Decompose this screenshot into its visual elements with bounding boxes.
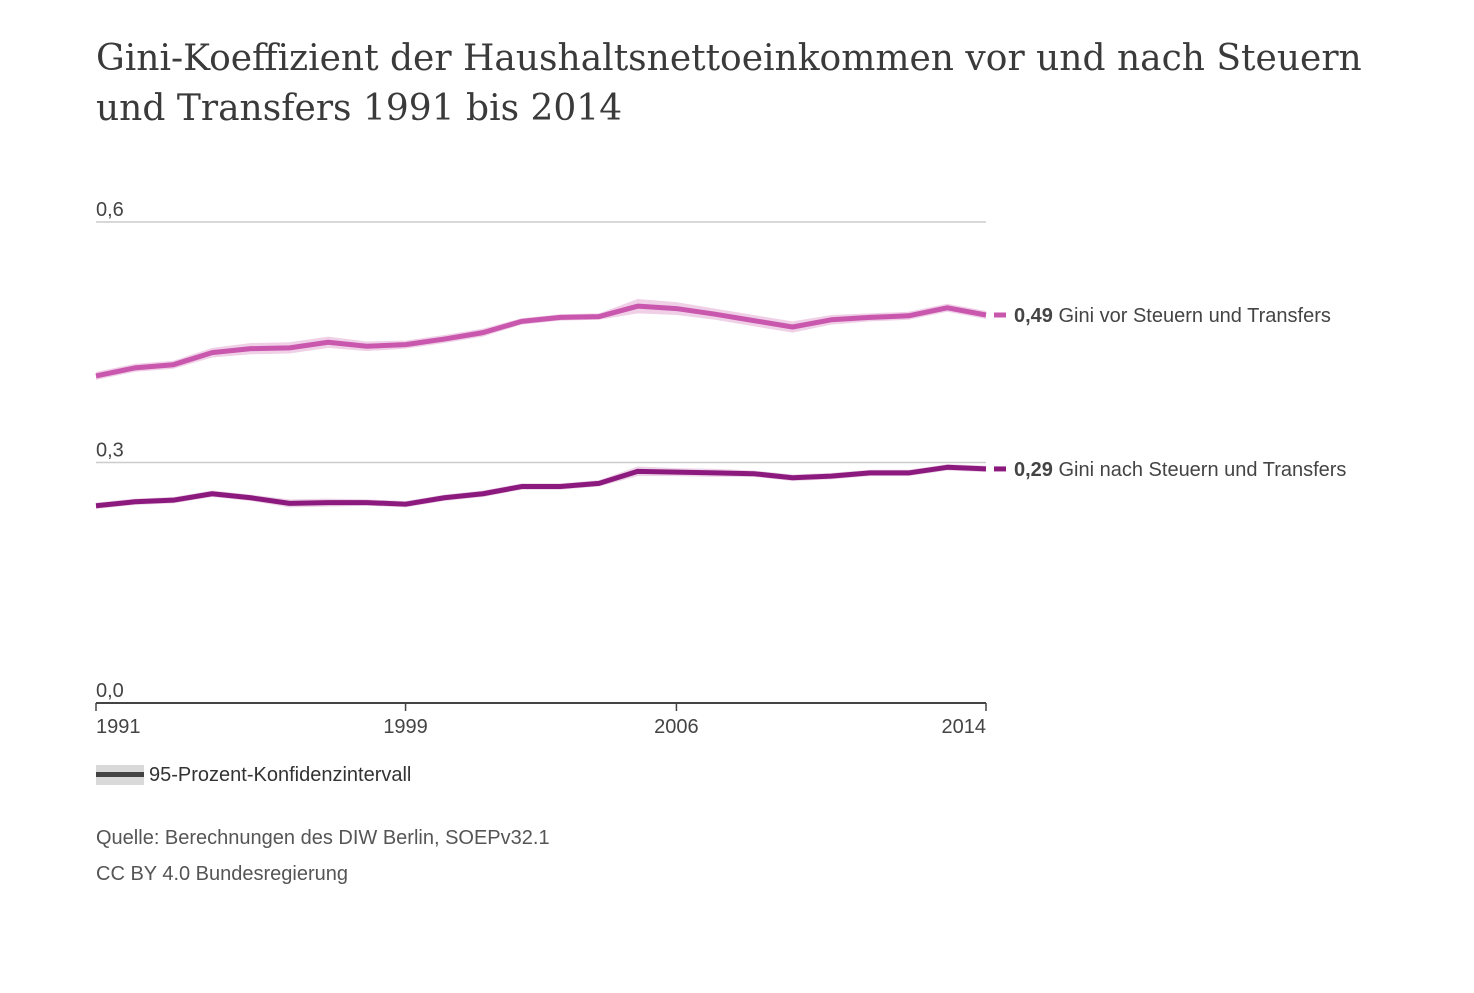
confidence-band-swatch-icon (96, 765, 144, 785)
grid-layer (96, 221, 986, 464)
chart-title: Gini-Koeffizient der Haushaltsnettoeinko… (96, 38, 1362, 129)
source-text: Quelle: Berechnungen des DIW Berlin, SOE… (96, 827, 550, 849)
license-text: CC BY 4.0 Bundesregierung (96, 863, 349, 885)
legend: 95-Prozent-Konfidenzintervall (96, 760, 411, 790)
confidence-band-layer (96, 298, 986, 509)
legend-line-sample (96, 772, 144, 777)
axis-layer: 0,0 0,3 0,6 1991 1999 2006 2014 (95, 199, 987, 738)
confidence-band-before (96, 298, 986, 380)
source-notes: Quelle: Berechnungen des DIW Berlin, SOE… (96, 820, 550, 892)
series-label-layer: 0,49 Gini vor Steuern und Transfers 0,29 … (994, 305, 1346, 481)
x-tick-label-1: 1999 (383, 716, 428, 738)
series-line-after (95, 464, 987, 509)
series-end-value-after: 0,29 (1014, 459, 1053, 481)
y-tick-label-0: 0,0 (96, 680, 124, 702)
x-tick-label-3: 2014 (942, 716, 987, 738)
series-end-label-after: 0,29 Gini nach Steuern und Transfers (1014, 459, 1346, 481)
series-end-value-before: 0,49 (1014, 305, 1053, 327)
series-end-name-before: Gini vor Steuern und Transfers (1053, 305, 1331, 327)
x-tick-label-2: 2006 (654, 716, 699, 738)
legend-band-label: 95-Prozent-Konfidenzintervall (149, 763, 412, 786)
y-tick-label-1: 0,3 (96, 440, 124, 462)
series-end-label-before: 0,49 Gini vor Steuern und Transfers (1014, 305, 1331, 327)
series-line-layer (95, 303, 987, 509)
y-tick-label-2: 0,6 (96, 199, 124, 221)
x-tick-label-0: 1991 (96, 716, 141, 738)
series-line-before (95, 303, 987, 379)
series-end-name-after: Gini nach Steuern und Transfers (1053, 459, 1347, 481)
